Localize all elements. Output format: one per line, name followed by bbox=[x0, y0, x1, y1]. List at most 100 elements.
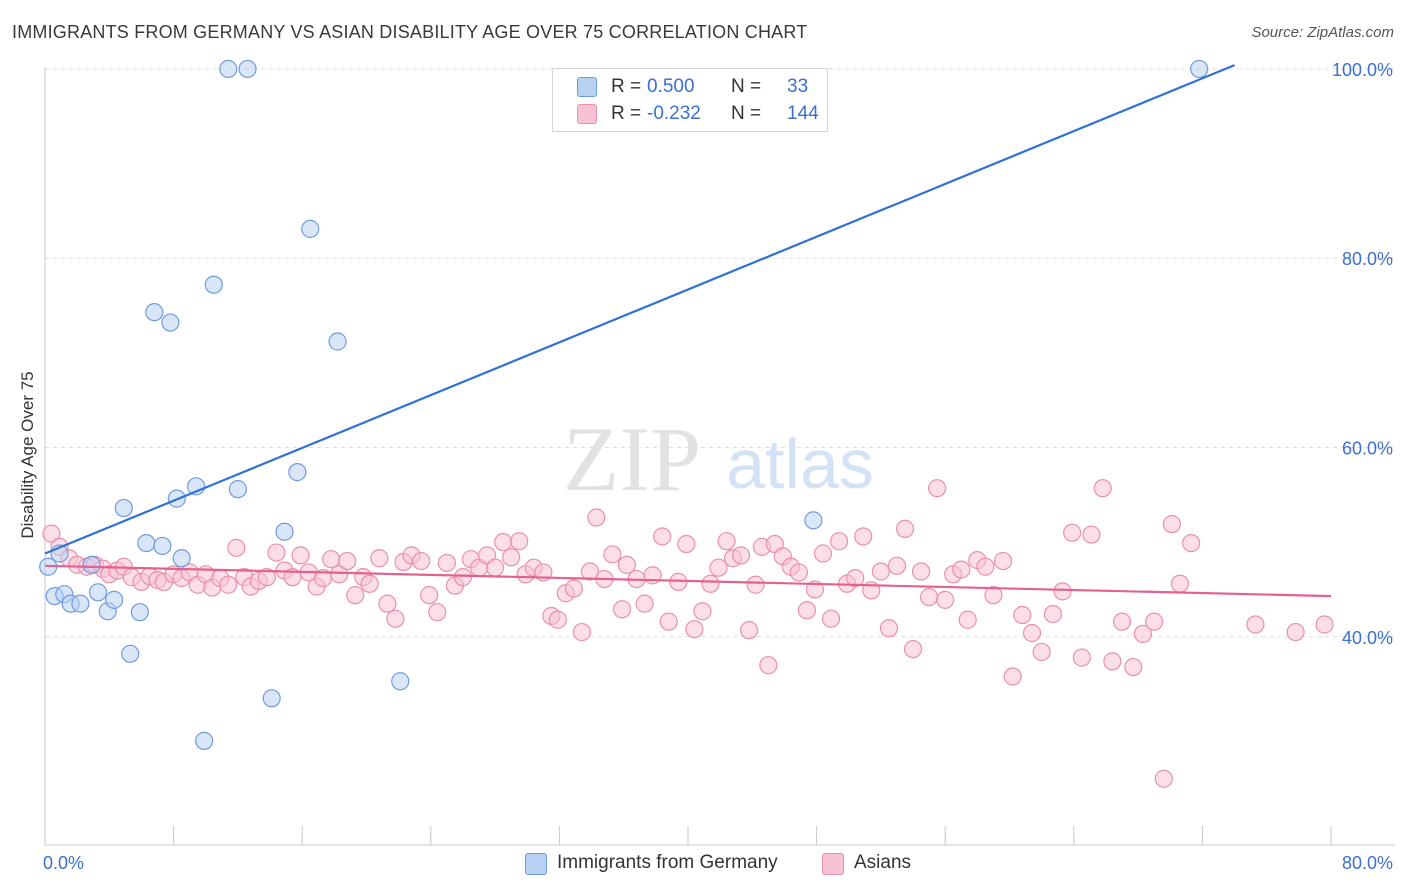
legend-n-label: N = bbox=[731, 76, 762, 97]
asians-point bbox=[257, 568, 276, 587]
bottom-legend-label-germany: Immigrants from Germany bbox=[557, 852, 778, 873]
asians-point bbox=[617, 555, 637, 574]
asians-point bbox=[453, 568, 473, 587]
asians-point bbox=[1162, 515, 1181, 534]
asians-point bbox=[1063, 523, 1082, 542]
asians-point bbox=[1315, 615, 1334, 634]
watermark-atlas: atlas bbox=[726, 425, 874, 503]
asians-point bbox=[1003, 667, 1022, 686]
asians-point bbox=[1043, 604, 1063, 624]
y-axis-label: Disability Age Over 75 bbox=[18, 371, 37, 538]
asians-point bbox=[267, 543, 286, 562]
asians-point bbox=[895, 519, 915, 538]
asians-point bbox=[1154, 769, 1173, 788]
asians-point bbox=[437, 553, 456, 573]
asians-point bbox=[378, 594, 397, 613]
asians-point bbox=[1022, 623, 1042, 643]
asians-point bbox=[346, 586, 365, 605]
legend-r-label: R = bbox=[611, 103, 642, 124]
asians-point bbox=[805, 580, 825, 599]
asians-point bbox=[685, 620, 704, 639]
asians-point bbox=[717, 532, 736, 551]
germany-point bbox=[391, 672, 410, 691]
asians-point bbox=[635, 594, 654, 613]
asians-point bbox=[759, 656, 778, 675]
asians-point bbox=[936, 590, 955, 609]
germany-series bbox=[39, 59, 1209, 750]
germany-point bbox=[114, 498, 133, 518]
source-credit: Source: ZipAtlas.com bbox=[1251, 24, 1394, 41]
asians-point bbox=[1124, 657, 1143, 677]
germany-point bbox=[121, 644, 140, 663]
y-tick-label: 40.0% bbox=[1342, 628, 1393, 648]
germany-point bbox=[153, 536, 172, 556]
bottom-legend-swatch-asians bbox=[822, 853, 844, 875]
germany-point bbox=[328, 332, 347, 351]
y-tick-label: 100.0% bbox=[1332, 60, 1393, 80]
germany-point bbox=[1190, 59, 1209, 79]
asians-point bbox=[428, 603, 447, 622]
germany-point bbox=[130, 603, 149, 622]
asians-point bbox=[952, 560, 971, 579]
asians-point bbox=[693, 602, 712, 621]
germany-point bbox=[288, 463, 307, 482]
legend-n-value: 144 bbox=[787, 103, 819, 124]
germany-point bbox=[275, 522, 294, 541]
asians-point bbox=[1082, 525, 1101, 544]
germany-point bbox=[804, 511, 823, 530]
germany-point bbox=[88, 583, 108, 602]
germany-point bbox=[301, 219, 320, 238]
asians-point bbox=[370, 549, 389, 568]
chart-title: IMMIGRANTS FROM GERMANY VS ASIAN DISABIL… bbox=[12, 22, 808, 42]
asians-point bbox=[731, 546, 751, 565]
x-tick-label: 80.0% bbox=[1342, 853, 1393, 873]
asians-point bbox=[502, 548, 521, 567]
asians-point bbox=[746, 575, 765, 594]
asians-point bbox=[653, 527, 672, 546]
legend-swatch-asians bbox=[577, 104, 597, 124]
trend-lines bbox=[44, 64, 1332, 598]
asians-point bbox=[1170, 574, 1189, 593]
asians-point bbox=[1103, 652, 1122, 671]
asians-point bbox=[386, 609, 405, 628]
watermark-zip: ZIP bbox=[563, 408, 701, 510]
asians-point bbox=[42, 524, 61, 543]
asians-point bbox=[976, 557, 995, 576]
watermark: ZIP atlas bbox=[563, 408, 874, 510]
asians-point bbox=[797, 601, 817, 620]
asians-point bbox=[903, 639, 923, 659]
legend-r-label: R = bbox=[611, 76, 642, 97]
asians-point bbox=[322, 550, 341, 569]
asians-point bbox=[1182, 533, 1201, 553]
asians-point bbox=[338, 551, 357, 571]
legend-n-label: N = bbox=[731, 103, 762, 124]
germany-point bbox=[82, 555, 101, 574]
asians-point bbox=[494, 533, 513, 552]
asians-point bbox=[821, 609, 841, 628]
asians-point bbox=[887, 556, 907, 575]
asians-point bbox=[587, 508, 606, 527]
asians-point bbox=[219, 575, 238, 594]
asians-point bbox=[227, 538, 246, 557]
germany-point bbox=[137, 533, 156, 553]
asians-point bbox=[612, 600, 632, 619]
asians-point bbox=[854, 527, 873, 546]
asians-point bbox=[984, 586, 1003, 605]
asians-point bbox=[677, 534, 696, 554]
germany-point bbox=[172, 549, 191, 568]
asians-point bbox=[1013, 605, 1032, 625]
asians-point bbox=[958, 610, 977, 629]
germany-point bbox=[219, 59, 238, 79]
legend-n-value: 33 bbox=[787, 76, 809, 97]
y-tick-label: 80.0% bbox=[1342, 249, 1393, 269]
asians-point bbox=[420, 586, 439, 605]
asians-point bbox=[920, 587, 939, 607]
asians-point bbox=[813, 544, 833, 563]
germany-point bbox=[195, 731, 214, 750]
asians-point bbox=[879, 619, 899, 638]
asians-point bbox=[830, 532, 849, 551]
asians-point bbox=[789, 563, 809, 582]
asians-point bbox=[486, 558, 505, 577]
axes bbox=[44, 68, 1395, 846]
